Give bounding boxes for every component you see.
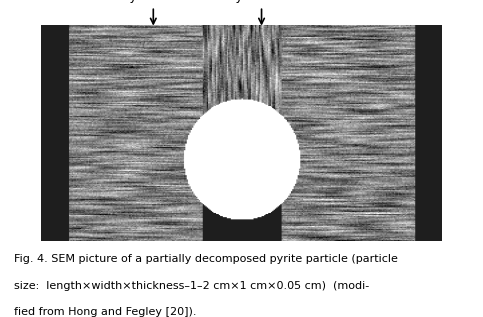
Text: size:  length×width×thickness–1–2 cm×1 cm×0.05 cm)  (modi-: size: length×width×thickness–1–2 cm×1 cm… [14, 281, 370, 291]
Text: Pyrite core: Pyrite core [228, 0, 295, 3]
Text: Fig. 4. SEM picture of a partially decomposed pyrite particle (particle: Fig. 4. SEM picture of a partially decom… [14, 254, 398, 264]
Text: fied from Hong and Fegley [20]).: fied from Hong and Fegley [20]). [14, 307, 197, 317]
Text: Pyrrhotite: Pyrrhotite [123, 0, 184, 3]
